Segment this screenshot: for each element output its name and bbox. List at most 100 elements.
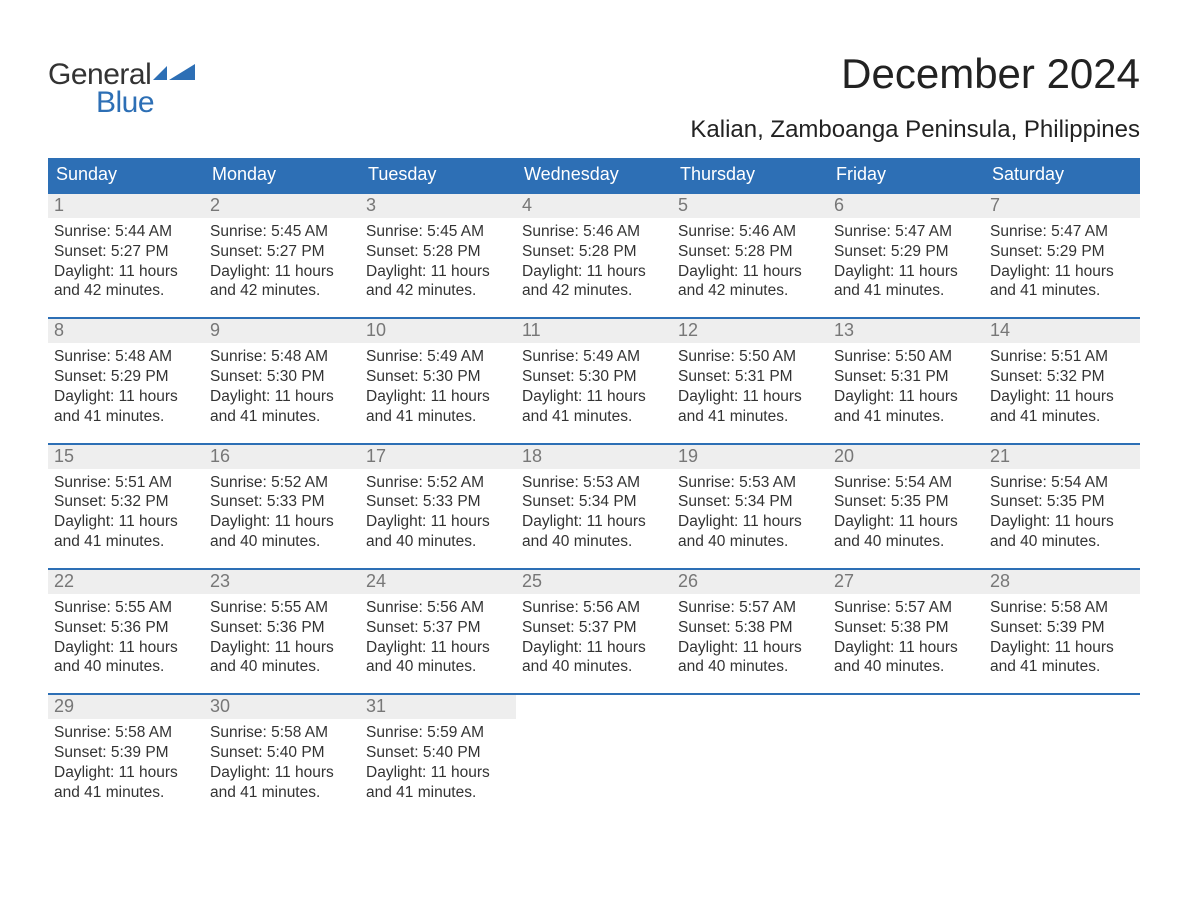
weeks-container: 1Sunrise: 5:44 AMSunset: 5:27 PMDaylight… [48, 192, 1140, 803]
day-number: 31 [360, 695, 516, 719]
sunrise-line: Sunrise: 5:54 AM [834, 473, 978, 493]
day-body: Sunrise: 5:54 AMSunset: 5:35 PMDaylight:… [984, 469, 1140, 552]
daylight-line-2: and 41 minutes. [834, 281, 978, 301]
day-body: Sunrise: 5:53 AMSunset: 5:34 PMDaylight:… [516, 469, 672, 552]
calendar-day: 31Sunrise: 5:59 AMSunset: 5:40 PMDayligh… [360, 695, 516, 802]
daylight-line-1: Daylight: 11 hours [54, 638, 198, 658]
daylight-line-2: and 41 minutes. [990, 407, 1134, 427]
calendar-day [984, 695, 1140, 802]
daylight-line-1: Daylight: 11 hours [522, 387, 666, 407]
day-number: 26 [672, 570, 828, 594]
daylight-line-2: and 40 minutes. [54, 657, 198, 677]
daylight-line-2: and 40 minutes. [522, 532, 666, 552]
day-body: Sunrise: 5:55 AMSunset: 5:36 PMDaylight:… [48, 594, 204, 677]
day-body: Sunrise: 5:52 AMSunset: 5:33 PMDaylight:… [360, 469, 516, 552]
sunrise-line: Sunrise: 5:48 AM [210, 347, 354, 367]
sunset-line: Sunset: 5:28 PM [366, 242, 510, 262]
daylight-line-2: and 40 minutes. [522, 657, 666, 677]
calendar-day: 11Sunrise: 5:49 AMSunset: 5:30 PMDayligh… [516, 319, 672, 426]
calendar-day [828, 695, 984, 802]
day-body: Sunrise: 5:50 AMSunset: 5:31 PMDaylight:… [828, 343, 984, 426]
calendar-day: 10Sunrise: 5:49 AMSunset: 5:30 PMDayligh… [360, 319, 516, 426]
daylight-line-2: and 40 minutes. [366, 532, 510, 552]
daylight-line-2: and 40 minutes. [210, 657, 354, 677]
sunrise-line: Sunrise: 5:56 AM [366, 598, 510, 618]
calendar-day: 8Sunrise: 5:48 AMSunset: 5:29 PMDaylight… [48, 319, 204, 426]
calendar-day: 22Sunrise: 5:55 AMSunset: 5:36 PMDayligh… [48, 570, 204, 677]
sunset-line: Sunset: 5:38 PM [678, 618, 822, 638]
calendar-week: 29Sunrise: 5:58 AMSunset: 5:39 PMDayligh… [48, 693, 1140, 802]
daylight-line-2: and 42 minutes. [678, 281, 822, 301]
daylight-line-1: Daylight: 11 hours [366, 262, 510, 282]
daylight-line-1: Daylight: 11 hours [366, 638, 510, 658]
sunrise-line: Sunrise: 5:56 AM [522, 598, 666, 618]
sunset-line: Sunset: 5:36 PM [210, 618, 354, 638]
day-body: Sunrise: 5:48 AMSunset: 5:29 PMDaylight:… [48, 343, 204, 426]
daylight-line-2: and 40 minutes. [366, 657, 510, 677]
daylight-line-2: and 40 minutes. [990, 532, 1134, 552]
daylight-line-1: Daylight: 11 hours [366, 387, 510, 407]
calendar-day: 4Sunrise: 5:46 AMSunset: 5:28 PMDaylight… [516, 194, 672, 301]
sunset-line: Sunset: 5:35 PM [990, 492, 1134, 512]
daylight-line-1: Daylight: 11 hours [834, 262, 978, 282]
day-header-cell: Monday [204, 158, 360, 192]
day-body: Sunrise: 5:51 AMSunset: 5:32 PMDaylight:… [48, 469, 204, 552]
day-number: 27 [828, 570, 984, 594]
sunset-line: Sunset: 5:30 PM [210, 367, 354, 387]
day-number: 16 [204, 445, 360, 469]
sunset-line: Sunset: 5:28 PM [522, 242, 666, 262]
sunset-line: Sunset: 5:40 PM [366, 743, 510, 763]
calendar-day: 3Sunrise: 5:45 AMSunset: 5:28 PMDaylight… [360, 194, 516, 301]
day-number: 9 [204, 319, 360, 343]
daylight-line-2: and 41 minutes. [678, 407, 822, 427]
day-body: Sunrise: 5:48 AMSunset: 5:30 PMDaylight:… [204, 343, 360, 426]
daylight-line-1: Daylight: 11 hours [522, 638, 666, 658]
calendar-day: 16Sunrise: 5:52 AMSunset: 5:33 PMDayligh… [204, 445, 360, 552]
sunrise-line: Sunrise: 5:58 AM [210, 723, 354, 743]
sunset-line: Sunset: 5:35 PM [834, 492, 978, 512]
calendar-week: 15Sunrise: 5:51 AMSunset: 5:32 PMDayligh… [48, 443, 1140, 552]
daylight-line-2: and 41 minutes. [522, 407, 666, 427]
day-body: Sunrise: 5:57 AMSunset: 5:38 PMDaylight:… [672, 594, 828, 677]
daylight-line-2: and 41 minutes. [366, 783, 510, 803]
day-number: 20 [828, 445, 984, 469]
daylight-line-2: and 41 minutes. [54, 407, 198, 427]
sunrise-line: Sunrise: 5:54 AM [990, 473, 1134, 493]
calendar-day: 14Sunrise: 5:51 AMSunset: 5:32 PMDayligh… [984, 319, 1140, 426]
daylight-line-1: Daylight: 11 hours [678, 512, 822, 532]
day-body: Sunrise: 5:45 AMSunset: 5:28 PMDaylight:… [360, 218, 516, 301]
calendar-week: 22Sunrise: 5:55 AMSunset: 5:36 PMDayligh… [48, 568, 1140, 677]
day-number: 1 [48, 194, 204, 218]
sunrise-line: Sunrise: 5:52 AM [210, 473, 354, 493]
sunrise-line: Sunrise: 5:48 AM [54, 347, 198, 367]
day-number: 5 [672, 194, 828, 218]
day-number: 15 [48, 445, 204, 469]
sunrise-line: Sunrise: 5:45 AM [210, 222, 354, 242]
day-body: Sunrise: 5:58 AMSunset: 5:40 PMDaylight:… [204, 719, 360, 802]
day-number: 2 [204, 194, 360, 218]
daylight-line-1: Daylight: 11 hours [210, 763, 354, 783]
sunset-line: Sunset: 5:40 PM [210, 743, 354, 763]
daylight-line-1: Daylight: 11 hours [834, 638, 978, 658]
day-body: Sunrise: 5:56 AMSunset: 5:37 PMDaylight:… [360, 594, 516, 677]
daylight-line-2: and 41 minutes. [54, 783, 198, 803]
sunrise-line: Sunrise: 5:46 AM [678, 222, 822, 242]
daylight-line-1: Daylight: 11 hours [834, 387, 978, 407]
day-body: Sunrise: 5:54 AMSunset: 5:35 PMDaylight:… [828, 469, 984, 552]
sunrise-line: Sunrise: 5:55 AM [210, 598, 354, 618]
calendar-week: 8Sunrise: 5:48 AMSunset: 5:29 PMDaylight… [48, 317, 1140, 426]
day-body: Sunrise: 5:55 AMSunset: 5:36 PMDaylight:… [204, 594, 360, 677]
day-number: 7 [984, 194, 1140, 218]
calendar: Sunday Monday Tuesday Wednesday Thursday… [48, 158, 1140, 803]
calendar-day: 5Sunrise: 5:46 AMSunset: 5:28 PMDaylight… [672, 194, 828, 301]
day-body: Sunrise: 5:57 AMSunset: 5:38 PMDaylight:… [828, 594, 984, 677]
daylight-line-1: Daylight: 11 hours [678, 638, 822, 658]
sunset-line: Sunset: 5:27 PM [54, 242, 198, 262]
calendar-day: 28Sunrise: 5:58 AMSunset: 5:39 PMDayligh… [984, 570, 1140, 677]
day-number: 17 [360, 445, 516, 469]
day-number: 8 [48, 319, 204, 343]
day-header-cell: Saturday [984, 158, 1140, 192]
calendar-day: 2Sunrise: 5:45 AMSunset: 5:27 PMDaylight… [204, 194, 360, 301]
daylight-line-2: and 41 minutes. [366, 407, 510, 427]
sunrise-line: Sunrise: 5:52 AM [366, 473, 510, 493]
